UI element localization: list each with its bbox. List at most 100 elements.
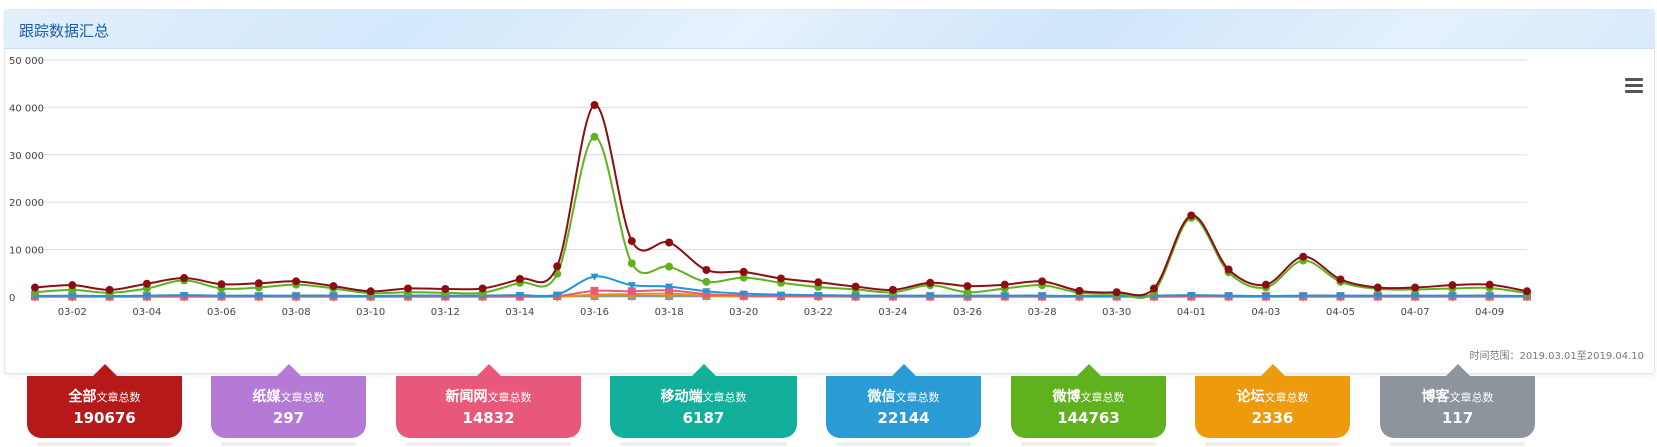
stat-name: 纸媒 (252, 389, 281, 405)
series-marker-0 (888, 285, 897, 294)
stat-card-3[interactable]: 移动端文章总数 6187 (610, 364, 797, 438)
stat-pointer (276, 364, 301, 376)
x-tick-label: 03-24 (878, 307, 907, 318)
x-tick-label: 03-26 (953, 307, 982, 318)
series-marker-0 (1000, 280, 1009, 289)
series-marker-2 (180, 292, 189, 300)
x-tick-label: 03-04 (132, 307, 161, 318)
stat-card-shadow (1390, 442, 1525, 446)
stat-name: 博客 (1421, 389, 1450, 405)
x-tick-label: 03-20 (729, 307, 758, 318)
stats-row: 全部文章总数 190676 纸媒文章总数 297 新闻网文章总数 14832 移动端文章总数… (0, 364, 1657, 447)
series-marker-2 (590, 273, 599, 281)
stat-value: 117 (1441, 409, 1474, 427)
series-marker-2 (142, 292, 151, 300)
y-tick-label: 0 (9, 293, 15, 304)
stat-card-7[interactable]: 博客文章总数 117 (1380, 364, 1535, 438)
series-marker-0 (702, 265, 711, 274)
stat-card-4[interactable]: 微信文章总数 22144 (826, 364, 981, 438)
series-marker-0 (739, 267, 748, 276)
time-range-note: 时间范围：2019.03.01至2019.04.10 (1469, 351, 1644, 362)
stat-value: 144763 (1057, 409, 1120, 427)
stat-card-6[interactable]: 论坛文章总数 2336 (1195, 364, 1350, 438)
stat-name: 移动端 (660, 389, 703, 405)
x-tick-label: 03-30 (1102, 307, 1131, 318)
stat-value: 297 (272, 409, 305, 427)
stat-title: 微信文章总数 (826, 388, 981, 407)
series-marker-2 (739, 290, 748, 298)
series-marker-0 (926, 278, 935, 287)
x-tick-label: 04-05 (1326, 307, 1355, 318)
x-tick-label: 03-10 (356, 307, 385, 318)
stat-card-1[interactable]: 纸媒文章总数 297 (211, 364, 366, 438)
series-marker-3 (590, 286, 599, 295)
y-tick-label: 40 000 (9, 103, 44, 114)
stat-pointer (476, 364, 501, 376)
series-marker-2 (1411, 292, 1420, 300)
x-tick-label: 03-06 (207, 307, 236, 318)
series-marker-2 (1336, 292, 1345, 300)
series-marker-2 (814, 292, 823, 300)
series-marker-0 (1411, 283, 1420, 292)
y-tick-label: 50 000 (9, 56, 44, 67)
series-marker-2 (777, 291, 785, 299)
series-marker-0 (1261, 280, 1270, 289)
series-line-1 (34, 135, 1528, 299)
series-marker-2 (329, 292, 338, 300)
series-line-0 (34, 104, 1528, 297)
series-marker-0 (814, 278, 823, 287)
stat-card-2[interactable]: 新闻网文章总数 14832 (396, 364, 581, 438)
series-marker-2 (553, 291, 562, 299)
stat-title: 论坛文章总数 (1195, 388, 1350, 407)
series-marker-0 (1485, 280, 1494, 289)
series-marker-0 (515, 274, 524, 283)
stat-card-shadow (1021, 442, 1156, 446)
series-marker-2 (1261, 293, 1270, 301)
x-tick-label: 03-22 (804, 307, 833, 318)
series-marker-2 (292, 292, 301, 300)
series-marker-0 (478, 284, 487, 293)
series-marker-0 (1523, 287, 1531, 296)
stat-title: 纸媒文章总数 (211, 388, 366, 407)
x-tick-label: 04-07 (1401, 307, 1430, 318)
stat-suffix: 文章总数 (895, 391, 940, 404)
series-marker-0 (366, 287, 375, 296)
y-tick-label: 10 000 (9, 246, 44, 257)
panel-header: 跟踪数据汇总 (5, 10, 1654, 49)
series-marker-2 (1224, 292, 1233, 300)
series-marker-0 (590, 101, 599, 110)
chart-menu-icon[interactable] (1625, 78, 1643, 94)
series-marker-0 (180, 274, 189, 283)
stat-card-0[interactable]: 全部文章总数 190676 (27, 364, 182, 438)
x-tick-label: 03-02 (58, 307, 87, 318)
stat-suffix: 文章总数 (702, 391, 747, 404)
series-marker-0 (105, 285, 114, 294)
series-marker-0 (217, 280, 226, 289)
x-tick-label: 03-18 (655, 307, 684, 318)
series-marker-2 (1373, 292, 1382, 300)
stat-pointer (1445, 364, 1470, 376)
series-marker-0 (1336, 275, 1345, 284)
y-tick-label: 20 000 (9, 198, 44, 209)
stat-value: 22144 (877, 409, 930, 427)
series-marker-0 (1448, 281, 1457, 290)
series-marker-0 (1299, 252, 1308, 261)
series-marker-0 (142, 279, 151, 288)
stat-value: 2336 (1251, 409, 1294, 427)
series-marker-0 (1373, 283, 1382, 292)
stat-name: 新闻网 (445, 389, 488, 405)
tracking-summary-panel: 跟踪数据汇总 0 10 000 20 000 30 000 40 000 50 000 03… (4, 9, 1655, 374)
stat-card-shadow (836, 442, 971, 446)
panel-title: 跟踪数据汇总 (19, 22, 110, 40)
x-tick-label: 03-14 (505, 307, 534, 318)
x-tick-label: 03-16 (580, 307, 609, 318)
stat-suffix: 文章总数 (1080, 391, 1125, 404)
stat-pointer (891, 364, 916, 376)
y-tick-label: 30 000 (9, 151, 44, 162)
series-marker-2 (665, 283, 674, 291)
stat-card-5[interactable]: 微博文章总数 144763 (1011, 364, 1166, 438)
series-marker-0 (404, 284, 412, 293)
stat-title: 博客文章总数 (1380, 388, 1535, 407)
series-marker-0 (1112, 288, 1121, 297)
series-marker-2 (702, 288, 711, 296)
